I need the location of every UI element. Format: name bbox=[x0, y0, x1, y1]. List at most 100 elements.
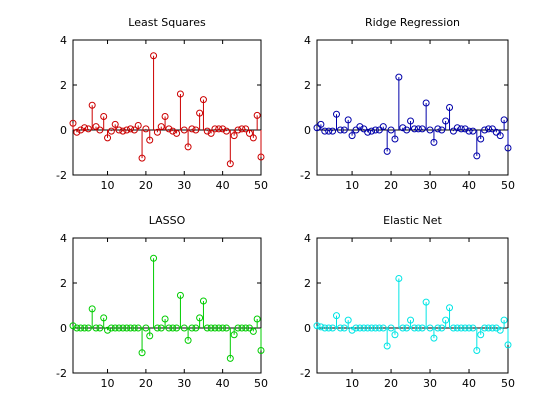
stem-marker bbox=[146, 136, 154, 144]
stem-marker bbox=[219, 324, 227, 332]
stem-marker bbox=[453, 324, 461, 332]
stem-marker bbox=[138, 154, 146, 162]
stem-marker bbox=[249, 327, 257, 335]
stem-marker bbox=[434, 125, 442, 133]
stem-marker bbox=[188, 125, 196, 133]
stem-marker bbox=[496, 326, 504, 334]
stem-marker bbox=[192, 126, 200, 134]
stem-marker bbox=[457, 324, 465, 332]
axes-box bbox=[72, 237, 262, 374]
stem-marker bbox=[119, 324, 127, 332]
stem-marker bbox=[77, 126, 85, 134]
stem-marker bbox=[317, 120, 325, 128]
stem-marker bbox=[348, 326, 356, 334]
stem-marker bbox=[446, 304, 454, 312]
stem-marker bbox=[249, 134, 257, 142]
stem-marker bbox=[150, 52, 158, 60]
stem-marker bbox=[153, 128, 161, 136]
stem-marker bbox=[391, 135, 399, 143]
x-tick-label: 50 bbox=[254, 377, 268, 390]
x-tick-label: 10 bbox=[345, 377, 359, 390]
stem-marker bbox=[492, 324, 500, 332]
subplot-ridge-regression: Ridge Regression 10 20 30 40 50 -2 0 2 4 bbox=[300, 16, 515, 192]
stem-marker bbox=[253, 111, 261, 119]
stem-marker bbox=[430, 334, 438, 342]
stem-marker bbox=[379, 123, 387, 131]
stem-marker bbox=[165, 125, 173, 133]
subplot-lasso: LASSO 10 20 30 40 50 -2 0 2 4 bbox=[56, 214, 268, 390]
stem-marker bbox=[500, 316, 508, 324]
stem-marker bbox=[329, 324, 337, 332]
stem-marker bbox=[69, 119, 77, 127]
stem-marker bbox=[391, 331, 399, 339]
stem-marker bbox=[203, 324, 211, 332]
stem-marker bbox=[449, 324, 457, 332]
stem-marker bbox=[180, 324, 188, 332]
stem-marker bbox=[161, 315, 169, 323]
stem-marker bbox=[96, 126, 104, 134]
y-tick-label: 2 bbox=[60, 79, 67, 92]
y-tick-label: 4 bbox=[60, 34, 67, 47]
stem-marker bbox=[336, 126, 344, 134]
stem-marker bbox=[226, 160, 234, 168]
stem-marker bbox=[410, 125, 418, 133]
stem-marker bbox=[134, 324, 142, 332]
stem-marker bbox=[465, 324, 473, 332]
stem-marker bbox=[199, 96, 207, 104]
stem-marker bbox=[180, 126, 188, 134]
y-tick-label: 2 bbox=[304, 79, 311, 92]
stem-marker bbox=[329, 127, 337, 135]
stem-marker bbox=[387, 126, 395, 134]
stem-marker bbox=[215, 324, 223, 332]
stem-marker bbox=[222, 127, 230, 135]
stem-marker bbox=[485, 125, 493, 133]
x-tick-label: 30 bbox=[177, 377, 191, 390]
stem-marker bbox=[115, 126, 123, 134]
y-tick-label: 4 bbox=[304, 232, 311, 245]
stem-marker bbox=[199, 297, 207, 305]
x-tick-label: 40 bbox=[462, 179, 476, 192]
stem-marker bbox=[344, 116, 352, 124]
stem-marker bbox=[77, 324, 85, 332]
stem-marker bbox=[442, 316, 450, 324]
stem-marker bbox=[403, 324, 411, 332]
stem-marker bbox=[176, 291, 184, 299]
stem-marker bbox=[123, 324, 131, 332]
y-tick-label: -2 bbox=[300, 367, 311, 380]
stem-marker bbox=[360, 324, 368, 332]
y-tick-label: 0 bbox=[60, 124, 67, 137]
y-tick-label: 0 bbox=[60, 322, 67, 335]
stem-marker bbox=[176, 90, 184, 98]
stem-marker bbox=[481, 324, 489, 332]
stem-marker bbox=[211, 324, 219, 332]
stem-marker bbox=[104, 134, 112, 142]
stem-marker bbox=[184, 336, 192, 344]
stem-marker bbox=[104, 326, 112, 334]
stem-marker bbox=[457, 125, 465, 133]
stem-marker bbox=[188, 324, 196, 332]
stem-marker bbox=[242, 324, 250, 332]
stem-marker bbox=[313, 322, 321, 330]
stem-marker bbox=[442, 117, 450, 125]
x-tick-label: 10 bbox=[345, 179, 359, 192]
y-tick-label: 0 bbox=[304, 322, 311, 335]
stem-marker bbox=[222, 324, 230, 332]
stem-marker bbox=[469, 324, 477, 332]
stem-marker bbox=[130, 324, 138, 332]
stem-marker bbox=[173, 324, 181, 332]
y-tick-label: -2 bbox=[300, 169, 311, 182]
stem-marker bbox=[165, 324, 173, 332]
stem-marker bbox=[150, 254, 158, 262]
stem-marker bbox=[253, 315, 261, 323]
stem-marker bbox=[418, 125, 426, 133]
stem-marker bbox=[73, 324, 81, 332]
stem-marker bbox=[430, 138, 438, 146]
stem-marker bbox=[504, 144, 512, 152]
stem-marker bbox=[371, 324, 379, 332]
y-tick-label: 2 bbox=[60, 277, 67, 290]
stem-marker bbox=[119, 127, 127, 135]
y-tick-label: 2 bbox=[304, 277, 311, 290]
x-tick-label: 40 bbox=[462, 377, 476, 390]
stem-marker bbox=[356, 123, 364, 131]
axes-box bbox=[316, 237, 509, 374]
